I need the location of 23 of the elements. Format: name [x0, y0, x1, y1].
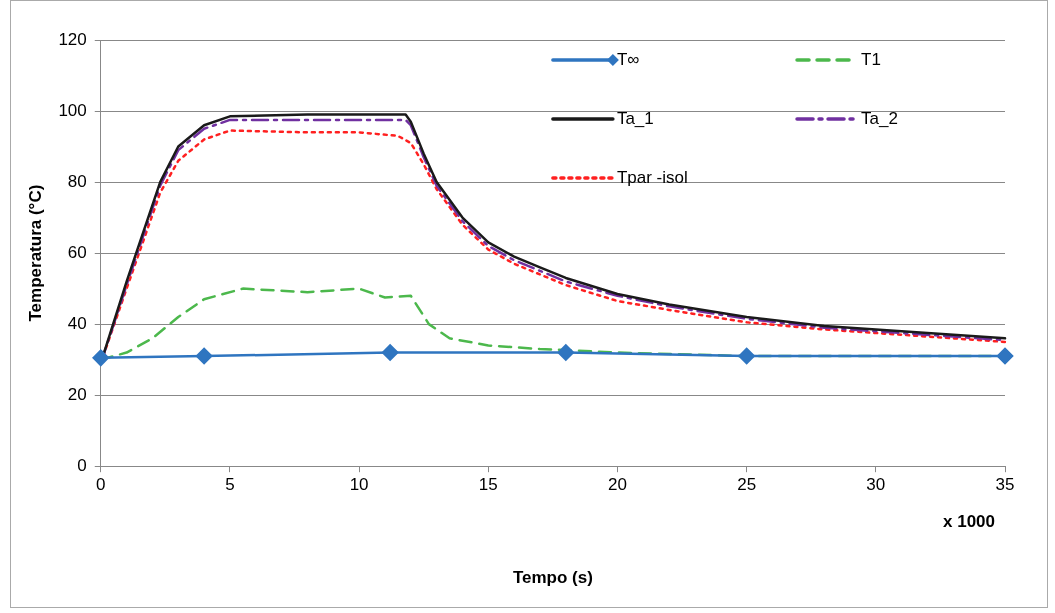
- x-tick-label: 20: [608, 475, 627, 495]
- legend-label: T∞: [616, 49, 640, 69]
- x-tick-label: 25: [737, 475, 757, 495]
- y-tick-label: 20: [67, 384, 87, 404]
- x-tick-label: 15: [478, 475, 498, 495]
- legend-label: Ta_1: [616, 108, 654, 128]
- y-tick-label: 100: [58, 100, 87, 120]
- legend-label: Ta_2: [861, 108, 898, 128]
- y-tick-label: 120: [58, 29, 87, 49]
- y-tick-label: 80: [67, 171, 87, 191]
- x-tick-label: 30: [866, 475, 886, 495]
- x-tick-label: 5: [225, 475, 235, 495]
- x-tick-label: 35: [995, 475, 1015, 495]
- y-tick-label: 40: [67, 313, 87, 333]
- x-tick-label: 0: [96, 475, 106, 495]
- y-axis-title: Temperatura (°C): [25, 184, 45, 322]
- legend-label: Tpar -isol: [616, 167, 688, 187]
- x-tick-label: 10: [349, 475, 369, 495]
- y-tick-label: 60: [67, 242, 87, 262]
- legend-label: T1: [861, 49, 881, 69]
- text: x 1000: [943, 511, 995, 531]
- x-axis-title: Tempo (s): [512, 568, 593, 588]
- y-tick-label: 0: [77, 455, 87, 475]
